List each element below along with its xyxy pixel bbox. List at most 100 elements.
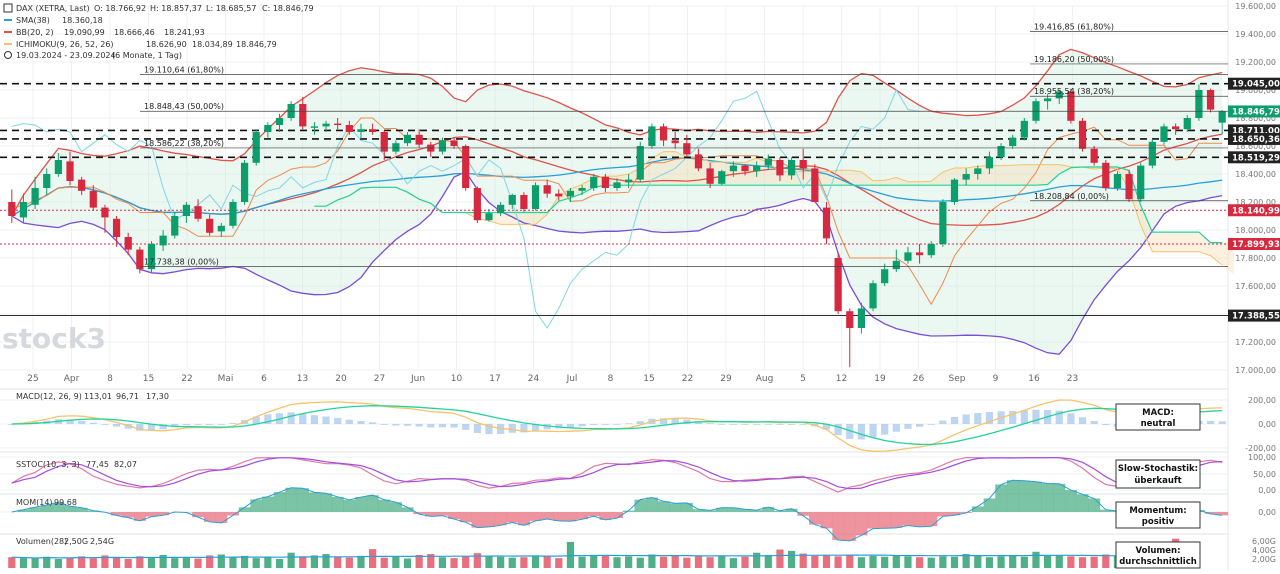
candle	[1207, 89, 1214, 113]
mom-area-bar	[984, 498, 996, 512]
mom-area-bar	[1042, 484, 1054, 512]
volume-bar	[1009, 555, 1016, 568]
candle	[474, 187, 481, 223]
candle-body	[1137, 166, 1144, 200]
mom-area-bar	[1077, 494, 1089, 512]
legend-bb-lower: 18.241,93	[164, 28, 205, 37]
macd-histogram-bar	[334, 418, 341, 424]
clock-icon	[5, 52, 12, 59]
legend-ichimoku-label: ICHIMOKU(9, 26, 52, 26)	[16, 40, 114, 49]
legend-bb-label: BB(20, 2)	[16, 28, 54, 37]
volume-bar	[823, 555, 830, 568]
fib-label-right: 18.955,54 (38,20%)	[1034, 87, 1114, 96]
candle-body	[718, 171, 725, 184]
x-tick-label: 25	[27, 374, 38, 384]
mom-area-bar	[902, 512, 914, 526]
x-tick-label: 16	[1028, 374, 1040, 384]
price-tag: 17.388,55	[1228, 310, 1280, 322]
macd-histogram-bar	[730, 424, 737, 425]
price-tag: 17.899,93	[1228, 238, 1280, 250]
volume-bar	[1102, 555, 1109, 569]
volume-bar	[637, 558, 644, 568]
sstoc-value-1: 77,45	[86, 460, 109, 469]
volume-bar	[672, 555, 679, 568]
candle	[648, 124, 655, 149]
volume-bar	[474, 553, 481, 568]
candle-body	[369, 129, 376, 132]
candle-body	[241, 163, 248, 202]
mom-area-bar	[192, 512, 204, 517]
candle	[1160, 124, 1167, 145]
macd-histogram-bar	[113, 424, 120, 427]
volume-bar	[904, 556, 911, 568]
candle	[1149, 139, 1156, 168]
sstoc-value-2: 82,07	[114, 460, 137, 469]
candle	[835, 252, 842, 314]
candle-body	[939, 202, 946, 244]
x-tick-label: Apr	[64, 374, 80, 384]
candle	[869, 280, 876, 311]
legend-ichimoku-value-2: 18.034,89	[192, 40, 233, 49]
volume-bar	[951, 557, 958, 568]
macd-histogram-bar	[613, 424, 620, 425]
candle-body	[322, 124, 329, 127]
volume-bar	[1056, 555, 1063, 568]
candle-body	[1149, 142, 1156, 166]
volume-bar	[555, 558, 562, 568]
candle-body	[299, 104, 306, 126]
volume-bar	[753, 553, 760, 568]
x-tick-label: 8	[107, 374, 113, 384]
mom-area-bar	[495, 512, 507, 525]
candle-body	[788, 160, 795, 175]
macd-histogram-bar	[90, 423, 97, 424]
candle-body	[1125, 174, 1132, 199]
volume-bar	[741, 557, 748, 568]
candle-body	[730, 166, 737, 172]
mom-area-bar	[309, 492, 321, 512]
y-tick-label: 18.000,00	[1235, 226, 1276, 235]
macd-histogram-bar	[741, 424, 748, 425]
candle-body	[625, 180, 632, 183]
volume-bar	[997, 556, 1004, 568]
candle-body	[986, 157, 993, 168]
volume-bar	[858, 557, 865, 568]
legend-range-detail: (6 Monate, 1 Tag)	[112, 51, 182, 60]
legend-dax-close: C: 18.846,79	[262, 4, 314, 13]
x-tick-label: 26	[913, 374, 925, 384]
macd-label: MACD(12, 26, 9)	[16, 392, 82, 401]
fib-label-right: 19.416,85 (61,80%)	[1034, 23, 1114, 32]
mom-signal-box: Momentum: positiv	[1116, 502, 1200, 528]
candle	[811, 164, 818, 202]
volume-bar	[869, 556, 876, 568]
x-tick-label: 22	[682, 374, 693, 384]
y-tick-label: 17.800,00	[1235, 254, 1276, 263]
mom-area-bar	[262, 497, 274, 512]
vol-label: Volumen(28)	[16, 537, 67, 546]
macd-histogram-bar	[578, 424, 585, 426]
candle-body	[753, 166, 760, 172]
candle-body	[264, 125, 271, 132]
candle-body	[218, 226, 225, 232]
volume-bar	[718, 556, 725, 568]
macd-histogram-bar	[1091, 421, 1098, 424]
fib-label-right: 18.208,84 (0,00%)	[1034, 192, 1109, 201]
price-tag-label: 18.519,29	[1232, 153, 1280, 163]
candle-body	[357, 129, 364, 132]
candle	[1102, 160, 1109, 191]
mom-area-bar	[925, 512, 937, 526]
candle-body	[1219, 111, 1226, 122]
candle-body	[823, 208, 830, 239]
volume-bar	[1091, 557, 1098, 568]
volume-bar	[194, 559, 201, 568]
macd-histogram-bar	[765, 424, 772, 425]
price-tag-label: 19.045,00	[1232, 80, 1280, 90]
macd-histogram-bar	[101, 424, 108, 425]
macd-histogram-bar	[311, 415, 318, 424]
volume-bar	[1044, 556, 1051, 568]
mom-value: 99,68	[54, 498, 77, 507]
candle-body	[1160, 126, 1167, 141]
candle	[1125, 170, 1132, 202]
sstoc-signal-state: überkauft	[1134, 476, 1181, 486]
volume-bar	[253, 558, 260, 568]
candle-body	[497, 205, 504, 213]
